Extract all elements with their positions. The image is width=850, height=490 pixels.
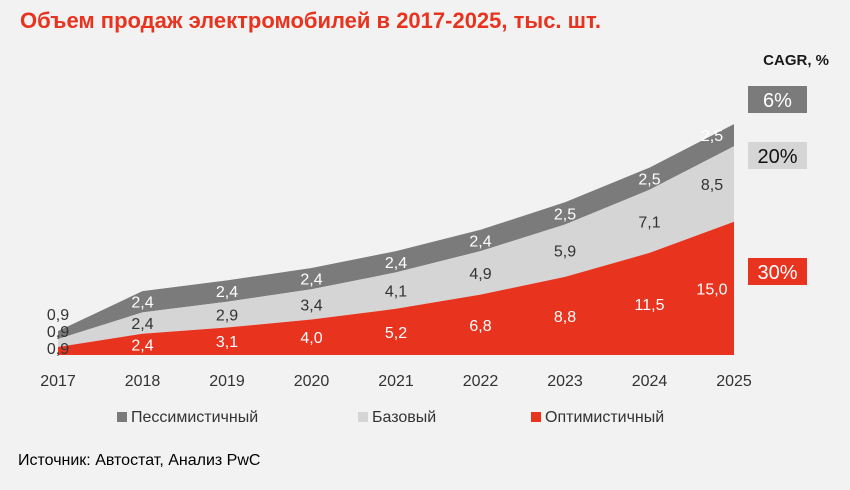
x-tick-label: 2017: [40, 373, 76, 390]
x-tick-label: 2021: [378, 373, 414, 390]
label-pessimistic: 2,5: [554, 206, 576, 223]
x-tick-label: 2025: [716, 373, 752, 390]
x-tick-label: 2020: [294, 373, 330, 390]
chart-title: Объем продаж электромобилей в 2017-2025,…: [20, 8, 601, 33]
label-pessimistic: 0,9: [47, 307, 69, 324]
area-layer: [58, 124, 734, 355]
label-optimistic: 11,5: [635, 297, 665, 314]
label-optimistic: 4,0: [300, 330, 322, 347]
legend-optimistic-label: Оптимистичный: [545, 409, 664, 426]
x-tick-label: 2023: [547, 373, 583, 390]
label-optimistic: 15,0: [696, 281, 727, 298]
cagr-optimistic-value: 30%: [757, 262, 797, 284]
label-base: 8,5: [701, 177, 723, 194]
x-axis-ticks: 2017 2018 2019 2020 2021 2022 2023 2024 2025: [40, 373, 752, 390]
legend-pessimistic-swatch: [117, 412, 127, 422]
legend-pessimistic-label: Пессимистичный: [131, 409, 258, 426]
label-base: 3,4: [300, 297, 322, 314]
area-base: [58, 146, 734, 347]
x-tick-label: 2024: [632, 373, 668, 390]
legend-base-swatch: [358, 412, 368, 422]
area-optimistic: [58, 221, 734, 355]
x-tick-label: 2022: [463, 373, 499, 390]
cagr-title: CAGR, %: [763, 52, 829, 69]
label-pessimistic: 2,5: [701, 128, 723, 145]
cagr-panel: CAGR, % 6% 20% 30%: [748, 52, 829, 285]
legend-base-label: Базовый: [372, 409, 436, 426]
label-optimistic: 0,9: [47, 341, 69, 358]
cagr-optimistic-box: [748, 258, 807, 285]
label-base: 2,4: [131, 316, 153, 333]
area-pessimistic: [58, 124, 734, 339]
label-optimistic: 2,4: [131, 337, 153, 354]
label-pessimistic: 2,5: [638, 172, 660, 189]
cagr-base-value: 20%: [757, 146, 797, 168]
label-optimistic: 5,2: [385, 325, 407, 342]
legend: Пессимистичный Базовый Оптимистичный: [117, 409, 664, 426]
label-base: 0,9: [47, 324, 69, 341]
label-base: 7,1: [638, 214, 660, 231]
label-base: 2,9: [216, 308, 238, 325]
label-pessimistic: 2,4: [300, 272, 322, 289]
x-tick-label: 2019: [209, 373, 245, 390]
label-base: 5,9: [554, 244, 576, 261]
label-optimistic: 8,8: [554, 309, 576, 326]
cagr-pessimistic-value: 6%: [763, 90, 792, 112]
label-optimistic: 6,8: [469, 318, 491, 335]
x-tick-label: 2018: [125, 373, 161, 390]
cagr-base-box: [748, 142, 807, 169]
cagr-pessimistic-box: [748, 86, 807, 113]
label-pessimistic: 2,4: [131, 295, 153, 312]
data-label-layer: 0,90,90,92,42,42,43,12,92,44,03,42,45,24…: [47, 128, 728, 358]
label-pessimistic: 2,4: [469, 233, 491, 250]
legend-optimistic-swatch: [531, 412, 541, 422]
label-pessimistic: 2,4: [216, 284, 238, 301]
label-pessimistic: 2,4: [385, 255, 407, 272]
source-note: Источник: Автостат, Анализ PwC: [18, 452, 261, 469]
label-base: 4,1: [385, 284, 407, 301]
label-base: 4,9: [469, 266, 491, 283]
label-optimistic: 3,1: [216, 334, 238, 351]
